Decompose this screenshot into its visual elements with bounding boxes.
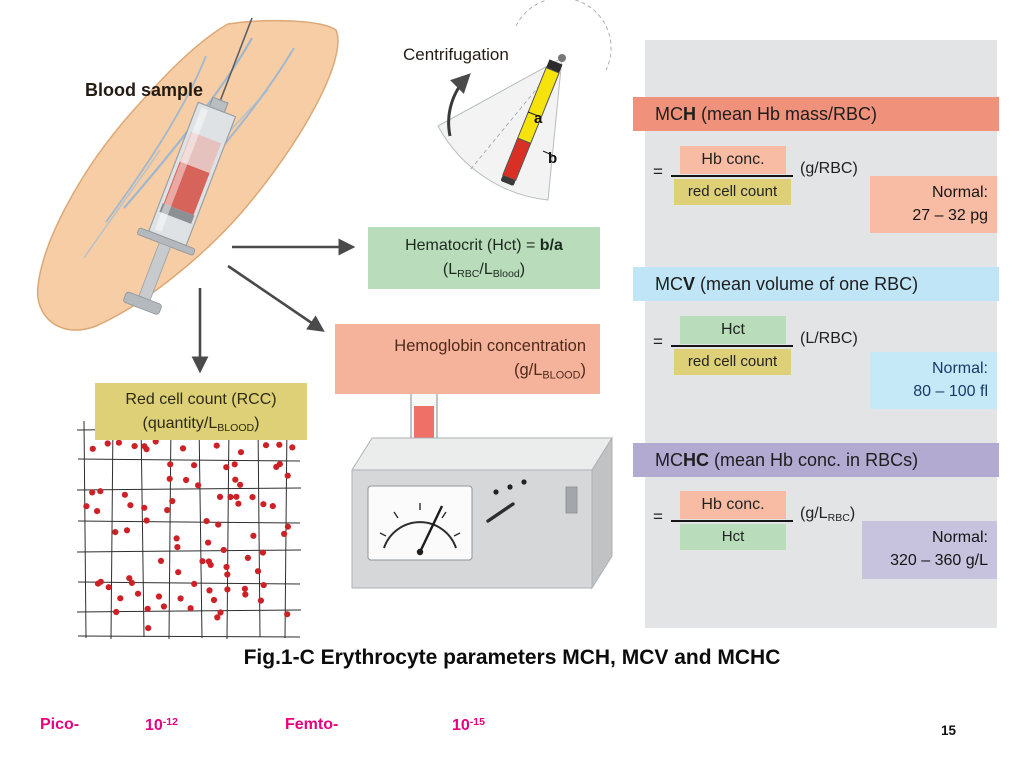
pico-value: 10-12 — [145, 716, 179, 734]
hemoglobin-line1: Hemoglobin concentration — [394, 337, 586, 355]
figure-caption: Fig.1-C Erythrocyte parameters MCH, MCV … — [243, 646, 781, 669]
rcc-line2: (quantity/LBLOOD) — [142, 415, 260, 435]
mcv-normal-box: Normal: 80 – 100 fl — [870, 352, 997, 409]
mcv-equals-sign: = — [653, 332, 663, 351]
hemoglobin-meter-icon — [351, 375, 613, 590]
mcv-normal-label: Normal: — [931, 360, 988, 377]
rcc-box: Red cell count (RCC) (quantity/LBLOOD) — [95, 383, 307, 440]
mcv-unit-label: (L/RBC) — [800, 330, 858, 347]
mcv-denominator-box: red cell count — [674, 349, 791, 375]
mchc-fraction-bar — [671, 520, 793, 522]
mch-normal-label: Normal: — [931, 184, 988, 201]
mch-fraction-bar — [671, 175, 793, 177]
centrifugation-label: Centrifugation — [403, 45, 509, 64]
mchc-denominator-box: Hct — [680, 524, 786, 550]
centrifuge-icon — [437, 0, 612, 201]
tube-label-b: b — [548, 150, 558, 167]
mcv-numerator-box: Hct — [680, 316, 786, 344]
rbc-dots — [83, 432, 296, 632]
mcv-normal-value: 80 – 100 fl — [913, 383, 988, 400]
mchc-normal-box: Normal: 320 – 360 g/L — [862, 521, 997, 579]
mcv-header: MCV (mean volume of one RBC) — [633, 267, 999, 301]
arrow-to-hemoglobin — [227, 264, 325, 332]
rcc-line1: Red cell count (RCC) — [125, 391, 277, 408]
blood-sample-label: Blood sample — [85, 80, 204, 100]
mch-normal-box: Normal: 27 – 32 pg — [870, 176, 997, 233]
mchc-header: MCHC (mean Hb conc. in RBCs) — [633, 443, 999, 477]
tube-label-a: a — [534, 110, 543, 127]
meter-pointer-icon — [486, 502, 515, 523]
mch-numerator-box: Hb conc. — [680, 146, 786, 174]
mch-normal-value: 27 – 32 pg — [912, 207, 988, 224]
mch-equals-sign: = — [653, 162, 663, 181]
hemoglobin-line2: (g/LBLOOD) — [513, 361, 586, 382]
mchc-unit-label: (g/LRBC) — [800, 505, 856, 525]
meter-slot — [565, 486, 578, 514]
page-number: 15 — [941, 723, 957, 738]
syringe-icon — [123, 17, 253, 315]
rotation-arrow-icon — [447, 73, 471, 137]
pico-prefix-label: Pico- — [40, 716, 80, 733]
femto-value: 10-15 — [452, 716, 486, 734]
mch-header: MCH (mean Hb mass/RBC) — [633, 97, 999, 131]
hemoglobin-box: Hemoglobin concentration (g/LBLOOD) — [335, 324, 600, 394]
femto-prefix-label: Femto- — [285, 716, 339, 733]
gauge-icon — [367, 485, 473, 561]
hematocrit-box: Hematocrit (Hct) = b/a (LRBC/LBlood) — [368, 227, 600, 289]
flow-arrows — [191, 238, 356, 374]
mchc-equals-sign: = — [653, 507, 663, 526]
hematocrit-line1: Hematocrit (Hct) = b/a — [405, 237, 563, 254]
mchc-normal-label: Normal: — [931, 529, 988, 546]
mchc-normal-value: 320 – 360 g/L — [890, 552, 988, 569]
mch-denominator-box: red cell count — [674, 179, 791, 205]
hematocrit-line2: (LRBC/LBlood) — [442, 261, 526, 281]
centrifuge-tube-icon — [501, 59, 563, 186]
mchc-numerator-box: Hb conc. — [680, 491, 786, 519]
mcv-fraction-bar — [671, 345, 793, 347]
mch-unit-label: (g/RBC) — [800, 160, 858, 177]
